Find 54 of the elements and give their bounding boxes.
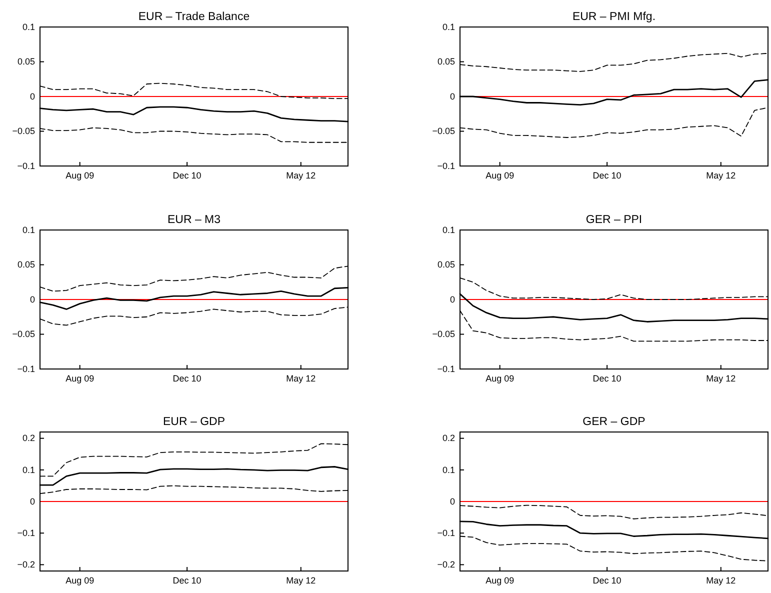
y-tick-label: −0.05 — [12, 329, 35, 340]
y-tick-label: 0.1 — [442, 464, 455, 475]
x-tick-label: Aug 09 — [66, 575, 94, 586]
y-tick-label: −0.1 — [437, 528, 455, 538]
x-tick-label: May 12 — [286, 170, 316, 180]
chart-title: GER – GDP — [582, 416, 646, 428]
y-tick-label: 0 — [450, 294, 455, 304]
x-tick-label: Dec 10 — [592, 373, 622, 384]
y-tick-label: 0 — [450, 91, 455, 102]
y-tick-label: −0.1 — [437, 364, 455, 374]
y-tick-label: −0.05 — [432, 126, 455, 136]
x-tick-label: May 12 — [706, 170, 736, 180]
y-tick-label: 0.05 — [437, 260, 455, 270]
y-tick-label: 0.05 — [17, 56, 35, 67]
y-tick-label: −0.1 — [437, 160, 455, 171]
x-tick-label: Dec 10 — [592, 575, 622, 586]
y-tick-label: 0.1 — [22, 224, 35, 235]
chart-title: EUR – Trade Balance — [138, 11, 250, 23]
x-tick-label: May 12 — [286, 575, 316, 586]
x-tick-label: Aug 09 — [486, 575, 514, 586]
x-tick-label: Aug 09 — [486, 373, 514, 384]
y-tick-label: 0.1 — [442, 22, 455, 32]
chart-title: EUR – GDP — [163, 416, 226, 428]
x-tick-label: Dec 10 — [172, 575, 202, 586]
chart-title: EUR – M3 — [167, 214, 221, 226]
x-tick-label: May 12 — [706, 575, 736, 586]
y-tick-label: 0.1 — [22, 464, 35, 475]
y-tick-label: 0.05 — [17, 260, 35, 270]
y-tick-label: 0.1 — [22, 22, 35, 32]
y-tick-label: 0 — [30, 294, 35, 304]
y-tick-label: 0 — [30, 91, 35, 102]
x-tick-label: Dec 10 — [172, 373, 202, 384]
y-tick-label: 0.1 — [442, 224, 455, 235]
x-tick-label: Aug 09 — [66, 170, 94, 180]
y-tick-label: −0.2 — [17, 560, 35, 570]
x-tick-label: Aug 09 — [486, 170, 514, 180]
y-tick-label: −0.1 — [17, 364, 35, 374]
x-tick-label: Dec 10 — [172, 170, 202, 180]
y-tick-label: 0.2 — [22, 433, 35, 444]
y-tick-label: −0.05 — [432, 329, 455, 340]
x-tick-label: Dec 10 — [592, 170, 622, 180]
y-tick-label: −0.2 — [437, 560, 455, 570]
x-tick-label: May 12 — [286, 373, 316, 384]
y-tick-label: 0 — [450, 496, 455, 506]
y-tick-label: −0.1 — [17, 160, 35, 171]
x-tick-label: Aug 09 — [66, 373, 94, 384]
y-tick-label: −0.1 — [17, 528, 35, 538]
chart-title: GER – PPI — [586, 214, 642, 226]
chart-title: EUR – PMI Mfg. — [572, 11, 656, 23]
y-tick-label: 0 — [30, 496, 35, 506]
x-tick-label: May 12 — [706, 373, 736, 384]
y-tick-label: 0.05 — [437, 56, 455, 67]
y-tick-label: 0.2 — [442, 433, 455, 444]
y-tick-label: −0.05 — [12, 126, 35, 136]
